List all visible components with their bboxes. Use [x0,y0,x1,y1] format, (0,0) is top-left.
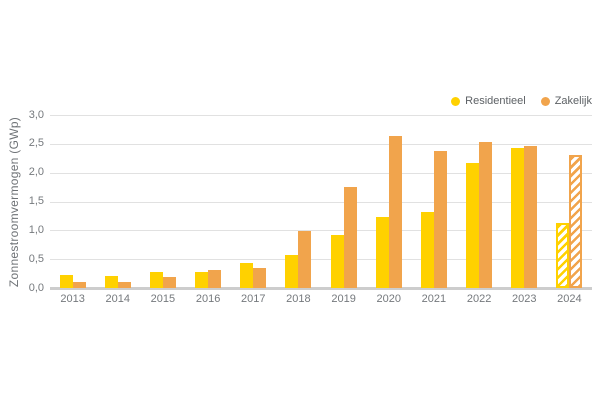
x-tick-label: 2019 [331,293,356,305]
bar-residentieel-2016 [195,272,209,288]
bar-residentieel-2020 [375,216,389,288]
bar-residentieel-2015 [149,271,163,288]
legend: Residentieel Zakelijk [451,95,592,107]
x-tick-label: 2021 [421,293,447,305]
gridline [50,201,592,203]
bar-zakelijk-2013 [72,282,86,288]
bar-residentieel-2021 [420,211,434,288]
y-tick-label: 0,5 [28,252,44,265]
gridline [50,143,592,145]
bar-zakelijk-2017 [253,267,267,288]
residentieel-swatch-icon [451,96,461,106]
gridline [50,114,592,116]
y-tick-label: 1,0 [28,223,44,236]
bar-zakelijk-2018 [298,230,312,288]
y-tick-label: 0,0 [28,281,44,294]
bar-zakelijk-2020 [388,136,402,288]
legend-item-zakelijk: Zakelijk [540,95,592,107]
bar-zakelijk-2024 [569,154,583,288]
x-tick-label: 2020 [376,293,401,305]
y-axis: 0,0 0,5 1,0 1,5 2,0 2,5 3,0 [0,109,44,294]
x-tick-label: 2014 [105,293,130,305]
bar-residentieel-2022 [466,163,480,288]
bar-residentieel-2014 [104,275,118,288]
bar-residentieel-2023 [511,147,525,288]
bar-zakelijk-2015 [162,277,176,288]
plot-area: 2013 2014 2015 2016 2017 2018 2019 2020 2021 2022… [50,114,592,305]
gridline [50,172,592,174]
bar-residentieel-2024 [556,223,570,288]
x-tick-label: 2023 [512,293,537,305]
x-tick-label: 2015 [150,293,176,305]
gridline [50,229,592,231]
x-axis-baseline [50,287,592,290]
bar-zakelijk-2019 [343,187,357,288]
x-tick-label: 2018 [286,293,311,305]
bar-zakelijk-2016 [208,270,222,288]
bar-zakelijk-2021 [433,151,447,288]
bar-zakelijk-2014 [117,281,131,288]
y-tick-label: 2,5 [28,137,44,150]
bar-zakelijk-2022 [479,142,493,288]
x-tick-label: 2013 [60,293,85,305]
x-tick-label: 2022 [466,293,492,305]
x-tick-label: 2016 [195,293,221,305]
zakelijk-swatch-icon [540,96,550,106]
bar-residentieel-2018 [285,254,299,288]
legend-label-residentieel: Residentieel [465,95,526,107]
legend-item-residentieel: Residentieel [451,95,526,107]
legend-label-zakelijk: Zakelijk [554,95,592,107]
gridline [50,258,592,260]
bar-residentieel-2013 [59,275,73,288]
y-tick-label: 1,5 [28,195,44,207]
x-tick-label: 2017 [241,293,266,305]
x-tick-label: 2024 [557,293,582,305]
bar-zakelijk-2023 [524,145,538,288]
y-tick-label: 3,0 [28,108,44,121]
bar-residentieel-2017 [240,263,254,288]
y-tick-label: 2,0 [28,166,44,179]
bar-residentieel-2019 [330,234,344,288]
